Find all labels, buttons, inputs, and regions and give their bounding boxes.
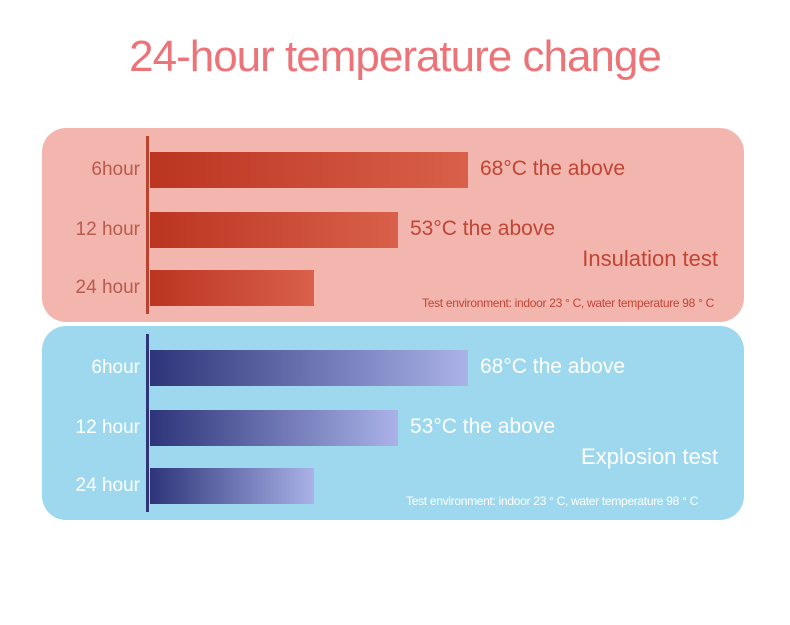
chart-title: 24-hour temperature change	[129, 32, 662, 81]
bar	[150, 468, 314, 504]
category-label: 24 hour	[75, 277, 140, 298]
explosion-test-panel: Explosion test Test environment: indoor …	[42, 326, 744, 520]
category-label: 6hour	[91, 357, 140, 378]
data-label: 68°C the above	[480, 355, 626, 378]
category-axis	[146, 136, 149, 314]
test-environment-note: Test environment: indoor 23 ° C, water t…	[422, 296, 714, 310]
bar	[150, 410, 398, 446]
bar	[150, 212, 398, 248]
data-label: 68°C the above	[480, 157, 626, 180]
test-environment-note: Test environment: indoor 23 ° C, water t…	[406, 494, 698, 508]
panel-label: Insulation test	[582, 246, 718, 271]
bar	[150, 152, 468, 188]
category-label: 24 hour	[75, 475, 140, 496]
data-label: 53°C the above	[410, 217, 556, 240]
bar	[150, 270, 314, 306]
category-label: 12 hour	[75, 417, 140, 438]
data-label: 53°C the above	[410, 415, 556, 438]
category-axis	[146, 334, 149, 512]
panel-label: Explosion test	[581, 444, 718, 469]
category-label: 12 hour	[75, 219, 140, 240]
category-label: 6hour	[91, 159, 140, 180]
insulation-test-panel: Insulation test Test environment: indoor…	[42, 128, 744, 322]
bar	[150, 350, 468, 386]
